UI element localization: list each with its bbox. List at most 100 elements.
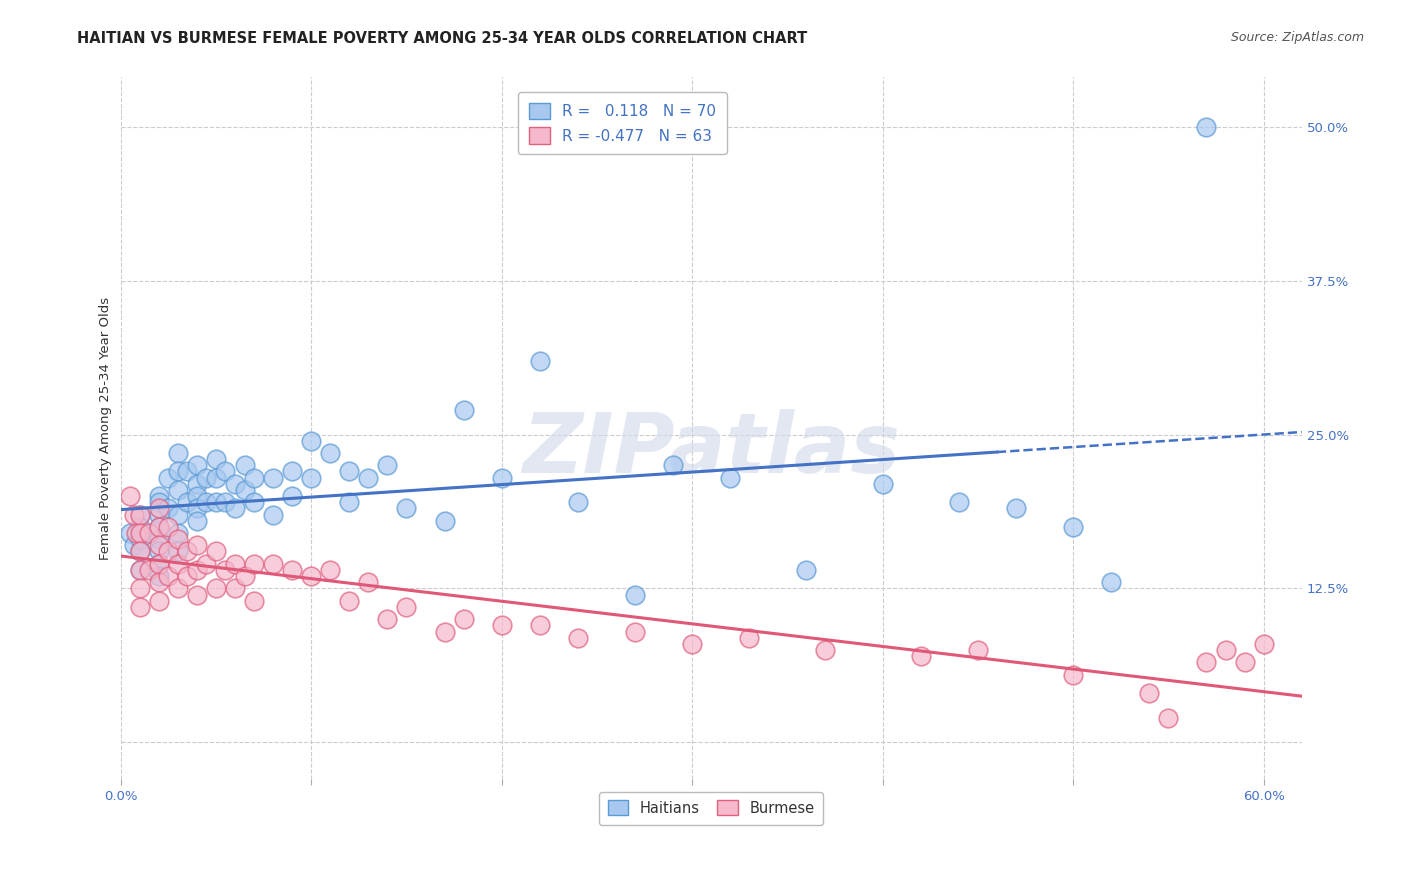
- Point: [186, 489, 208, 503]
- Point: [233, 458, 256, 473]
- Point: [262, 557, 284, 571]
- Point: [567, 495, 589, 509]
- Point: [148, 557, 170, 571]
- Point: [1233, 655, 1256, 669]
- Point: [243, 470, 266, 484]
- Point: [337, 593, 360, 607]
- Point: [214, 495, 236, 509]
- Point: [195, 470, 218, 484]
- Point: [186, 588, 208, 602]
- Point: [186, 563, 208, 577]
- Text: ZIPatlas: ZIPatlas: [522, 409, 900, 490]
- Point: [662, 458, 685, 473]
- Point: [233, 483, 256, 497]
- Point: [128, 544, 150, 558]
- Point: [128, 563, 150, 577]
- Point: [433, 624, 456, 639]
- Point: [128, 526, 150, 541]
- Point: [148, 495, 170, 509]
- Point: [243, 495, 266, 509]
- Point: [186, 501, 208, 516]
- Point: [357, 470, 380, 484]
- Point: [166, 526, 188, 541]
- Point: [176, 495, 198, 509]
- Point: [872, 476, 894, 491]
- Point: [148, 501, 170, 516]
- Point: [176, 544, 198, 558]
- Point: [377, 458, 399, 473]
- Point: [186, 476, 208, 491]
- Point: [224, 501, 246, 516]
- Point: [157, 520, 180, 534]
- Point: [738, 631, 761, 645]
- Point: [205, 582, 228, 596]
- Point: [224, 476, 246, 491]
- Point: [148, 575, 170, 590]
- Point: [624, 624, 647, 639]
- Point: [1253, 637, 1275, 651]
- Point: [224, 557, 246, 571]
- Point: [148, 532, 170, 546]
- Point: [120, 526, 142, 541]
- Point: [299, 569, 322, 583]
- Point: [120, 489, 142, 503]
- Point: [195, 557, 218, 571]
- Point: [529, 353, 551, 368]
- Point: [1137, 686, 1160, 700]
- Point: [214, 465, 236, 479]
- Point: [1005, 501, 1028, 516]
- Point: [148, 508, 170, 522]
- Point: [148, 593, 170, 607]
- Point: [281, 465, 304, 479]
- Legend: Haitians, Burmese: Haitians, Burmese: [599, 792, 824, 824]
- Point: [176, 465, 198, 479]
- Point: [128, 508, 150, 522]
- Point: [148, 557, 170, 571]
- Point: [148, 489, 170, 503]
- Point: [948, 495, 970, 509]
- Point: [718, 470, 741, 484]
- Point: [1062, 667, 1084, 681]
- Point: [377, 612, 399, 626]
- Y-axis label: Female Poverty Among 25-34 Year Olds: Female Poverty Among 25-34 Year Olds: [100, 297, 112, 560]
- Point: [453, 403, 475, 417]
- Point: [319, 563, 342, 577]
- Point: [166, 483, 188, 497]
- Point: [233, 569, 256, 583]
- Point: [205, 544, 228, 558]
- Point: [166, 557, 188, 571]
- Point: [148, 520, 170, 534]
- Point: [1062, 520, 1084, 534]
- Point: [243, 593, 266, 607]
- Point: [166, 532, 188, 546]
- Point: [128, 599, 150, 614]
- Point: [166, 465, 188, 479]
- Point: [176, 569, 198, 583]
- Point: [128, 563, 150, 577]
- Point: [395, 599, 418, 614]
- Point: [205, 495, 228, 509]
- Point: [491, 618, 513, 632]
- Point: [624, 588, 647, 602]
- Point: [125, 526, 148, 541]
- Point: [157, 501, 180, 516]
- Point: [138, 563, 160, 577]
- Point: [1099, 575, 1122, 590]
- Point: [166, 508, 188, 522]
- Point: [681, 637, 703, 651]
- Point: [157, 569, 180, 583]
- Point: [157, 470, 180, 484]
- Point: [148, 538, 170, 552]
- Point: [1195, 655, 1218, 669]
- Point: [1195, 120, 1218, 134]
- Point: [814, 643, 837, 657]
- Point: [195, 495, 218, 509]
- Point: [910, 649, 932, 664]
- Point: [166, 582, 188, 596]
- Point: [337, 465, 360, 479]
- Point: [186, 514, 208, 528]
- Point: [796, 563, 818, 577]
- Point: [299, 434, 322, 448]
- Point: [337, 495, 360, 509]
- Point: [122, 508, 145, 522]
